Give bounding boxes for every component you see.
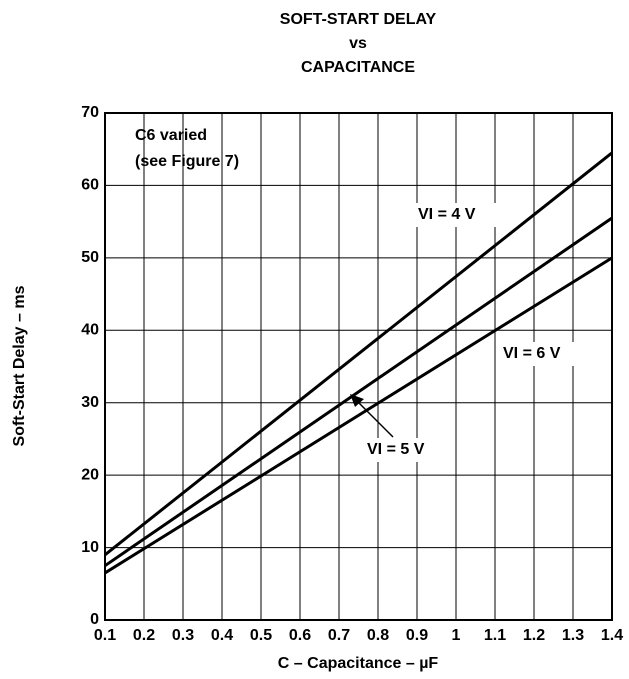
plot-frame	[104, 112, 613, 621]
label-bg	[499, 342, 583, 366]
x-tick-label: 0.5	[250, 627, 272, 644]
x-tick-label: 0.1	[94, 627, 116, 644]
annotation: C6 varied	[135, 127, 207, 144]
y-tick-label: 50	[81, 249, 99, 266]
arrow-head	[350, 394, 364, 407]
x-tick-label: 0.4	[211, 627, 233, 644]
line-series	[104, 216, 613, 567]
y-tick-label: 30	[81, 394, 99, 411]
x-axis-label: C – Capacitance – µF	[278, 655, 439, 672]
x-tick-label: 1.2	[523, 627, 545, 644]
y-axis-label: Soft-Start Delay – ms	[11, 285, 28, 446]
chart-title: CAPACITANCE	[301, 59, 415, 76]
x-tick-label: 0.6	[289, 627, 311, 644]
x-tick-label: 1.3	[562, 627, 584, 644]
x-tick-label: 1.4	[601, 627, 623, 644]
line-series	[104, 256, 613, 575]
series-label: VI = 4 V	[418, 206, 476, 223]
annotation: (see Figure 7)	[135, 153, 239, 170]
series-label: VI = 5 V	[367, 441, 425, 458]
y-tick-label: 60	[81, 177, 99, 194]
x-tick-label: 1	[452, 627, 461, 644]
x-tick-label: 0.7	[328, 627, 350, 644]
series-label: VI = 6 V	[503, 345, 561, 362]
x-tick-label: 0.3	[172, 627, 194, 644]
y-tick-label: 20	[81, 466, 99, 483]
y-tick-label: 0	[90, 611, 99, 628]
x-tick-label: 1.1	[484, 627, 506, 644]
label-bg	[363, 438, 447, 462]
x-tick-label: 0.8	[367, 627, 389, 644]
x-tick-label: 0.9	[406, 627, 428, 644]
x-tick-label: 0.2	[133, 627, 155, 644]
label-bg	[414, 203, 498, 227]
y-tick-label: 10	[81, 539, 99, 556]
y-tick-label: 40	[81, 322, 99, 339]
arrow	[355, 399, 394, 438]
line-series	[104, 151, 613, 556]
chart-title: vs	[349, 35, 367, 52]
chart-title: SOFT-START DELAY	[280, 11, 437, 28]
y-tick-label: 70	[81, 104, 99, 121]
